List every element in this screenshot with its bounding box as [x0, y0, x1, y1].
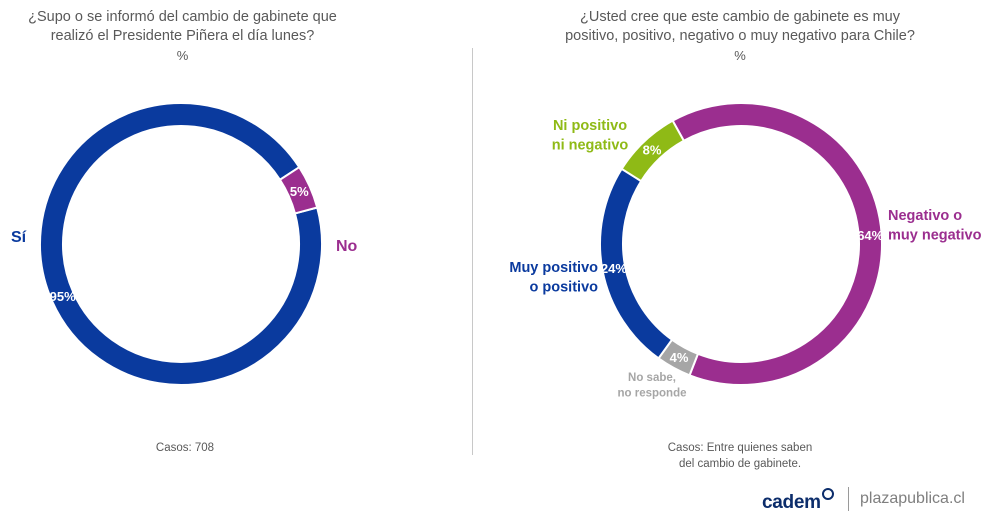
- right-title-line-2: positivo, positivo, negativo o muy negat…: [565, 28, 915, 44]
- right-category-label-line: Negativo o: [888, 208, 962, 224]
- left-value-label-si: 95%: [50, 289, 76, 304]
- cadem-logo: cadem: [762, 488, 834, 514]
- right-category-label-negativo-o-muy-negativo: Negativo o muy negativo: [888, 208, 982, 244]
- left-category-label-line: Sí: [11, 229, 27, 246]
- left-slice-no: [278, 165, 319, 215]
- right-category-label-line: Muy positivo: [509, 260, 598, 276]
- right-category-label-line: Ni positivo: [553, 118, 627, 134]
- left-cases-line-1: Casos: 708: [155, 442, 215, 454]
- right-category-label-line: ni negativo: [552, 138, 629, 154]
- left-value-label-no: 5%: [290, 184, 309, 199]
- panel-divider: [472, 48, 473, 455]
- right-cases-line-2: del cambio de gabinete.: [678, 458, 802, 470]
- left-unit-label: %: [176, 48, 189, 63]
- right-category-label-no-sabe-no-responde: No sabe, no responde: [617, 372, 686, 400]
- left-slice-si: [39, 102, 323, 386]
- right-category-label-muy-positivo-o-positivo: Muy positivo o positivo: [509, 260, 598, 296]
- footer-site-url: plazapublica.cl: [860, 490, 965, 507]
- right-value-label-negativo-o-muy-negativo: 64%: [857, 228, 883, 243]
- cadem-logo-text: cadem: [762, 492, 821, 513]
- right-category-label-line: no responde: [617, 388, 686, 400]
- right-category-label-line: muy negativo: [888, 228, 982, 244]
- right-category-label-line: o positivo: [530, 280, 599, 296]
- right-category-label-line: No sabe,: [628, 372, 676, 384]
- right-value-label-muy-positivo-o-positivo: 24%: [601, 261, 627, 276]
- right-category-label-ni-positivo-ni-negativo: Ni positivo ni negativo: [552, 118, 629, 154]
- cadem-logo-dot-icon: [821, 488, 834, 500]
- left-category-label-no: No: [336, 238, 358, 255]
- right-unit-label: %: [734, 48, 746, 63]
- right-slice-negativo-o-muy-negativo: [671, 102, 883, 386]
- left-cases-note: Casos: 708: [130, 440, 240, 456]
- right-chart-title: ¿Usted cree que este cambio de gabinete …: [540, 8, 940, 65]
- left-title-line-1: ¿Supo o se informó del cambio de gabinet…: [28, 9, 337, 25]
- footer-separator: [848, 487, 849, 511]
- left-title-line-2: realizó el Presidente Piñera el día lune…: [50, 28, 315, 44]
- left-category-label-line: No: [336, 238, 358, 255]
- right-cases-line-1: Casos: Entre quienes saben: [667, 442, 813, 454]
- right-value-label-ni-positivo-ni-negativo: 8%: [643, 142, 662, 157]
- right-cases-note: Casos: Entre quienes saben del cambio de…: [620, 440, 860, 472]
- right-value-label-no-sabe-no-responde: 4%: [670, 350, 689, 365]
- right-slice-ni-positivo-ni-negativo: [620, 119, 686, 183]
- right-title-line-1: ¿Usted cree que este cambio de gabinete …: [580, 9, 900, 25]
- left-category-label-si: Sí: [11, 229, 27, 246]
- left-chart-title: ¿Supo o se informó del cambio de gabinet…: [20, 8, 345, 65]
